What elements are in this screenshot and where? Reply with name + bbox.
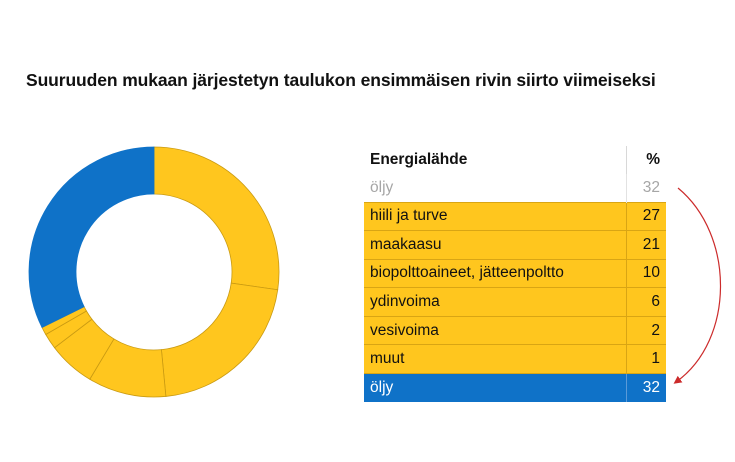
table-row-moved: öljy 32 [364,373,666,403]
page-title: Suuruuden mukaan järjestetyn taulukon en… [26,70,656,90]
row-label: hiili ja turve [364,201,626,232]
row-label: biopolttoaineet, jätteenpoltto [364,259,626,289]
row-label: ydinvoima [364,287,626,317]
row-label: maakaasu [364,230,626,260]
table-row: ydinvoima 6 [364,287,666,317]
donut-slice-7 [28,146,155,329]
table-row: biopolttoaineet, jätteenpoltto 10 [364,259,666,289]
row-value: 1 [625,344,666,375]
row-label: öljy [370,178,394,196]
table-row: muut 1 [364,344,666,375]
row-label: muut [364,344,626,375]
table-row: hiili ja turve 27 [364,201,666,232]
table-row-faded-original: öljy 32 [364,174,666,202]
donut-slice-2 [160,282,279,397]
column-header-percent: % [625,146,666,174]
row-value: 21 [625,230,666,260]
row-value: 27 [625,201,666,232]
row-label: vesivoima [364,316,626,346]
table-row: maakaasu 21 [364,230,666,260]
column-header-source: Energialähde [370,151,468,168]
row-value: 32 [625,373,666,403]
row-value: 2 [625,316,666,346]
donut-chart [28,146,280,398]
donut-slices [28,146,280,398]
row-value: 32 [625,174,666,202]
row-value: 10 [625,259,666,289]
energy-table: Energialähde % öljy 32 hiili ja turve 27… [364,146,666,403]
move-arrow-line [673,187,722,384]
table-row: vesivoima 2 [364,316,666,346]
row-label: öljy [364,373,626,403]
donut-slice-1 [153,146,280,291]
row-value: 6 [625,287,666,317]
table-header-row: Energialähde % [364,146,666,174]
